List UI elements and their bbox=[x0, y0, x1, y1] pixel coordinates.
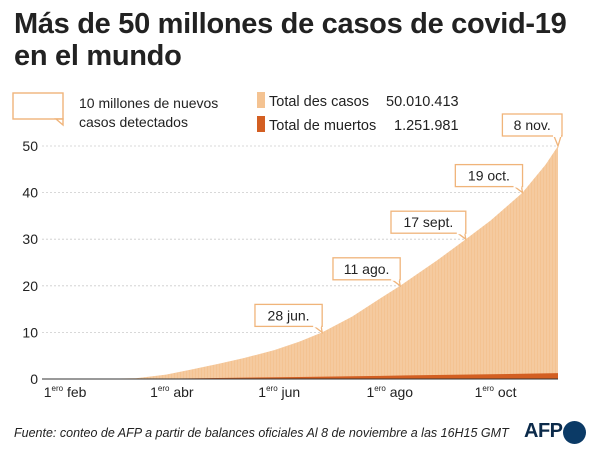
scale-note-line1: 10 millones de nuevos bbox=[79, 95, 218, 111]
legend-cases-label: Total des casos bbox=[269, 94, 369, 110]
scale-note-line2: casos detectados bbox=[79, 114, 188, 130]
callout-8 nov.: 8 nov. bbox=[501, 113, 563, 148]
callout-box bbox=[254, 303, 323, 328]
callout-box bbox=[501, 113, 563, 137]
legend-deaths-value: 1.251.981 bbox=[394, 118, 459, 134]
afp-logo-text: AFP bbox=[524, 420, 563, 442]
callout-label: 8 nov. bbox=[514, 117, 551, 133]
y-tick-label-50: 50 bbox=[22, 138, 38, 154]
x-tick-label-oct: 1ero oct bbox=[475, 384, 517, 400]
afp-logo-icon bbox=[563, 421, 586, 444]
callout-label: 17 sept. bbox=[403, 214, 453, 230]
source-footer: Fuente: conteo de AFP a partir de balanc… bbox=[14, 426, 509, 440]
cases-area-series bbox=[42, 145, 558, 379]
callout-gap bbox=[553, 134, 561, 137]
callout-box bbox=[332, 257, 401, 281]
x-tick-label-abr: 1ero abr bbox=[150, 384, 194, 400]
legend-cases-value: 50.010.413 bbox=[386, 94, 459, 110]
y-tick-label-20: 20 bbox=[22, 278, 38, 294]
callout-28 jun.: 28 jun. bbox=[254, 303, 324, 334]
callout-label: 19 oct. bbox=[468, 168, 510, 184]
x-tick-label-feb: 1ero feb bbox=[44, 384, 87, 400]
callout-label: 11 ago. bbox=[344, 261, 390, 277]
y-tick-label-10: 10 bbox=[22, 324, 38, 340]
callout-gap bbox=[513, 184, 522, 188]
chart-title-line2: en el mundo bbox=[14, 40, 182, 72]
deaths-area-series bbox=[42, 373, 558, 379]
callout-11 ago.: 11 ago. bbox=[332, 257, 402, 288]
chart-title: Más de 50 millones de casos de covid-19 … bbox=[14, 8, 589, 72]
chart-title-line1: Más de 50 millones de casos de covid-19 bbox=[14, 8, 567, 40]
callout-box bbox=[390, 210, 467, 234]
y-tick-label-30: 30 bbox=[22, 231, 38, 247]
callout-gap bbox=[391, 277, 400, 281]
scale-note-pointer bbox=[54, 118, 64, 127]
cases-chart: 0 10 20 30 40 50 1ero feb 1ero abr 1ero jun 1ero… bbox=[12, 92, 563, 400]
callout-pointer bbox=[553, 135, 562, 148]
callout-19 oct.: 19 oct. bbox=[454, 163, 524, 195]
scale-note-box bbox=[12, 92, 64, 120]
legend-cases: Total des casos 50.010.413 bbox=[257, 92, 459, 110]
callout-gap bbox=[456, 231, 465, 235]
callout-17 sept.: 17 sept. bbox=[390, 210, 467, 241]
legend-deaths-swatch bbox=[257, 116, 265, 132]
y-tick-label-40: 40 bbox=[22, 185, 38, 201]
scale-note: 10 millones de nuevos casos detectados bbox=[12, 92, 218, 130]
callout-box bbox=[454, 163, 524, 188]
callout-label: 28 jun. bbox=[268, 307, 310, 323]
x-tick-label-ago: 1ero ago bbox=[366, 384, 413, 400]
legend-deaths: Total de muertos 1.251.981 bbox=[257, 116, 459, 134]
legend: 10 millones de nuevos casos detectados T… bbox=[12, 92, 459, 134]
legend-cases-swatch bbox=[257, 92, 265, 108]
y-tick-label-0: 0 bbox=[30, 371, 38, 387]
legend-deaths-label: Total de muertos bbox=[269, 118, 376, 134]
callout-gap bbox=[313, 324, 322, 328]
x-tick-label-jun: 1ero jun bbox=[258, 384, 300, 400]
